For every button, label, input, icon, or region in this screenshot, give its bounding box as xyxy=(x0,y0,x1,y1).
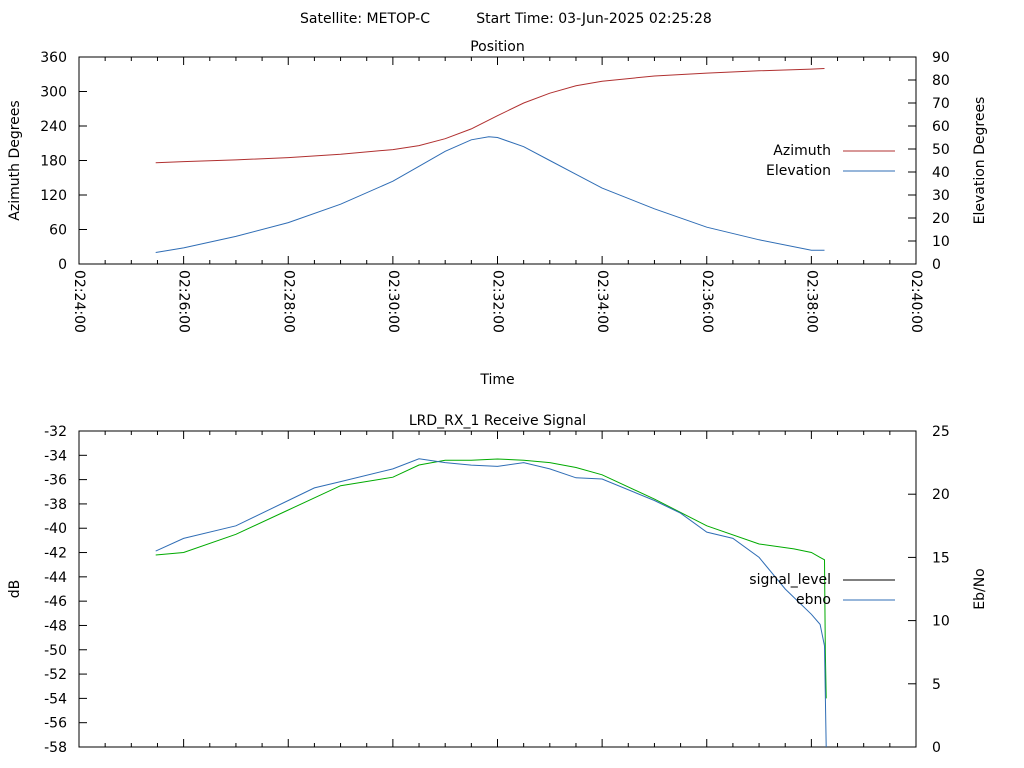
plot2-y2-tick-label: 25 xyxy=(932,424,950,440)
plot1-y2-tick-label: 10 xyxy=(932,234,950,250)
plot2-y-tick-label: -50 xyxy=(44,643,67,659)
plot-area: Position 02:24:00 02:26:00 02:28:00 02:30:00… xyxy=(7,39,988,756)
plot1-legend-label: Elevation xyxy=(766,163,831,179)
plot2-y2-tick-label: 10 xyxy=(932,614,950,630)
plot1-y2-tick-label: 80 xyxy=(932,73,950,89)
plot1-series-Azimuth xyxy=(155,68,825,164)
start-time-label: Start Time: 03-Jun-2025 02:25:28 xyxy=(476,11,712,27)
plot2-series-signal-level xyxy=(155,458,827,699)
plot2-y-tick-label: -38 xyxy=(44,497,67,513)
plot2-y-tick-label: -46 xyxy=(44,594,67,610)
plot2-y-tick-label: -32 xyxy=(44,424,67,440)
plot2-y-tick-label: -40 xyxy=(44,521,67,537)
plot2-legend-label: ebno xyxy=(796,592,831,608)
plot1-x-tick-label: 02:38:00 xyxy=(803,270,819,333)
plot1-x-tick-label: 02:26:00 xyxy=(176,270,192,333)
plot1-y2-tick-label: 60 xyxy=(932,119,950,135)
plot1-x-tick-label: 02:28:00 xyxy=(280,270,296,333)
plot1-x-tick-label: 02:30:00 xyxy=(385,270,401,333)
plot1-y2-tick-label: 90 xyxy=(932,50,950,66)
plot1-y2-tick-label: 40 xyxy=(932,165,950,181)
satellite-label: Satellite: METOP-C xyxy=(300,11,430,27)
plot2-y-tick-label: -44 xyxy=(44,570,67,586)
plot2-y-tick-label: -52 xyxy=(44,667,67,683)
plot2-y-tick-label: -56 xyxy=(44,716,67,732)
plot1-title: Position xyxy=(470,39,525,55)
plot2-y-tick-label: -42 xyxy=(44,546,67,562)
plot2-y2-tick-label: 20 xyxy=(932,487,950,503)
plot2-y-tick-label: -58 xyxy=(44,740,67,756)
plot1-x-tick-label: 02:34:00 xyxy=(594,270,610,333)
plot1-y-tick-label: 240 xyxy=(40,119,67,135)
plot1-y-tick-label: 120 xyxy=(40,188,67,204)
plot1-y-tick-label: 180 xyxy=(40,154,67,170)
plot1-x-tick-label: 02:40:00 xyxy=(908,270,924,333)
plot1-x-axis-label: Time xyxy=(479,372,514,388)
plot2-y-tick-label: -54 xyxy=(44,691,67,707)
plot1-x-tick-label: 02:32:00 xyxy=(490,270,506,333)
plot2-frame xyxy=(78,430,917,748)
plot2-y-tick-label: -36 xyxy=(44,473,67,489)
plot1-legend-label: Azimuth xyxy=(773,143,831,159)
plot1-y-tick-label: 300 xyxy=(40,85,67,101)
plot1-y-axis-label: Azimuth Degrees xyxy=(7,100,23,220)
plot2-title: LRD_RX_1 Receive Signal xyxy=(409,413,586,429)
plot2-y2-tick-label: 0 xyxy=(932,740,941,756)
plot1-y2-tick-label: 70 xyxy=(932,96,950,112)
plot1-y2-tick-label: 20 xyxy=(932,211,950,227)
plot2-y-tick-label: -48 xyxy=(44,618,67,634)
plot2-series-ebno xyxy=(155,458,827,748)
plot1-y2-tick-label: 0 xyxy=(932,257,941,273)
plot1-y-tick-label: 360 xyxy=(40,50,67,66)
plot2-y2-axis-label: Eb/No xyxy=(972,568,988,610)
plot1-x-tick-label: 02:24:00 xyxy=(71,270,87,333)
plot2-y2-tick-label: 5 xyxy=(932,677,941,693)
plot1-y2-tick-label: 50 xyxy=(932,142,950,158)
plot1-y-tick-label: 60 xyxy=(49,223,67,239)
plot1-y-tick-label: 0 xyxy=(58,257,67,273)
plot1-series-Elevation xyxy=(155,136,825,253)
plot1-x-tick-label: 02:36:00 xyxy=(699,270,715,333)
plot1-y2-tick-label: 30 xyxy=(932,188,950,204)
plot1-y2-axis-label: Elevation Degrees xyxy=(972,97,988,225)
plot2-y2-tick-label: 15 xyxy=(932,550,950,566)
plot2-y-axis-label: dB xyxy=(7,580,23,599)
plot2-y-tick-label: -34 xyxy=(44,448,67,464)
plot2-legend-label: signal_level xyxy=(749,572,831,588)
